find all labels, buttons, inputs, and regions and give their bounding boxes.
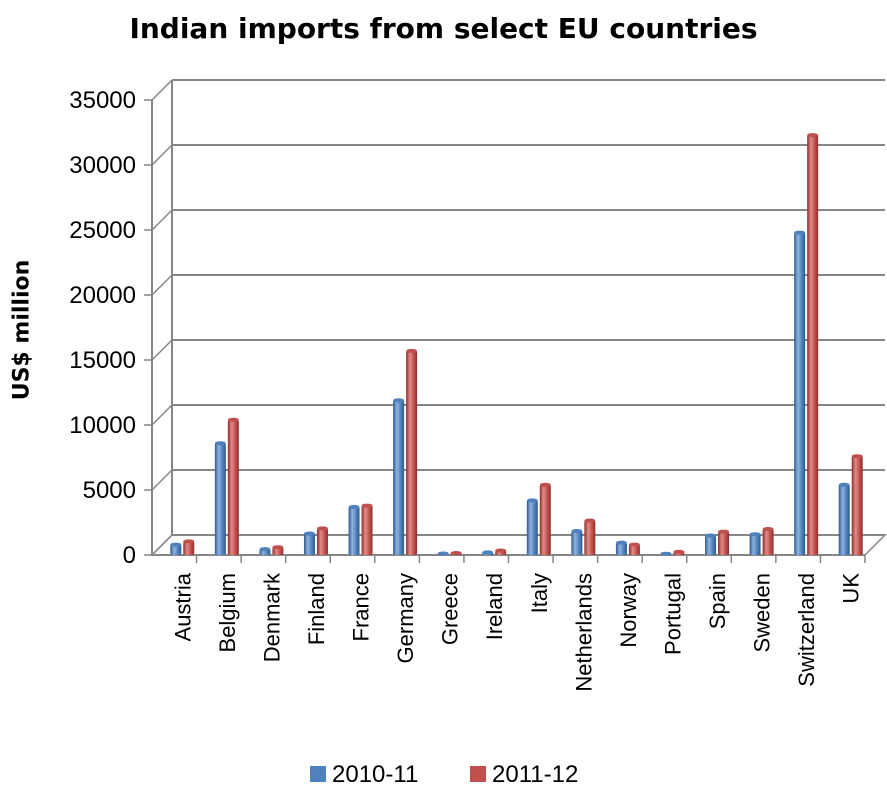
bar-2011-12-Spain — [718, 531, 730, 555]
y-tick-label: 10000 — [69, 412, 136, 439]
bar-2010-11-France — [348, 506, 360, 555]
bar-2011-12-Denmark — [272, 547, 284, 555]
bars — [170, 133, 863, 556]
bar-cap — [437, 551, 449, 556]
bar-cap — [495, 548, 507, 553]
y-tick-label: 35000 — [69, 87, 136, 114]
bar-2011-12-Austria — [183, 541, 195, 555]
y-tick-label: 15000 — [69, 347, 136, 374]
bar-cap — [183, 539, 195, 544]
bar-2010-11-Netherlands — [571, 530, 583, 555]
chart-title: Indian imports from select EU countries — [129, 12, 758, 45]
bar-cap — [227, 417, 239, 422]
legend: 2010-11 2011-12 — [310, 761, 578, 788]
category-label: UK — [839, 573, 864, 604]
bar-2011-12-Sweden — [762, 529, 774, 555]
bar-cap — [272, 545, 284, 550]
bar-cap — [615, 540, 627, 545]
bar-cap — [316, 526, 328, 531]
category-label: Switzerland — [794, 573, 819, 687]
bar-2010-11-Sweden — [749, 534, 761, 555]
bar-cap — [762, 527, 774, 531]
bar-cap — [571, 528, 583, 533]
bar-2011-12-Norway — [628, 544, 640, 555]
legend-swatch — [310, 766, 326, 782]
gridline-side — [151, 79, 173, 101]
bar-cap — [361, 503, 373, 508]
bar-cap — [838, 482, 850, 487]
bar-cap — [794, 230, 806, 235]
bar-2011-12-Germany — [406, 350, 418, 555]
bar-2011-12-UK — [851, 456, 863, 555]
y-tick-label: 25000 — [69, 217, 136, 244]
gridline-side — [151, 339, 173, 361]
bar-cap — [718, 529, 730, 534]
gridline-side — [151, 469, 173, 491]
bar-cap — [393, 398, 405, 403]
legend-label: 2010-11 — [332, 761, 418, 788]
bar-2010-11-Spain — [705, 535, 717, 555]
bar-cap — [170, 542, 182, 547]
bar-cap — [259, 547, 271, 552]
bar-cap — [450, 551, 462, 556]
bar-2010-11-Switzerland — [794, 232, 806, 555]
y-tick-label: 5000 — [83, 477, 136, 504]
y-tick-label: 0 — [123, 542, 136, 569]
bar-cap — [406, 348, 418, 353]
bar-cap — [660, 551, 672, 556]
category-label: Finland — [304, 573, 329, 645]
category-label: Netherlands — [571, 573, 596, 692]
category-label: Italy — [527, 573, 552, 613]
bar-2011-12-Finland — [316, 528, 328, 555]
gridline-side — [151, 404, 173, 426]
bar-2011-12-Switzerland — [807, 135, 819, 555]
category-label: Portugal — [660, 573, 685, 655]
bar-cap — [303, 531, 315, 536]
y-tick-label: 20000 — [69, 282, 136, 309]
bar-cap — [705, 533, 717, 538]
gridlines — [151, 79, 885, 556]
legend-label: 2011-12 — [492, 761, 578, 788]
category-label: Spain — [705, 573, 730, 629]
bar-2011-12-Netherlands — [584, 520, 596, 555]
bar-2010-11-Finland — [303, 533, 315, 555]
category-label: France — [349, 573, 374, 641]
category-label: Austria — [170, 572, 195, 641]
gridline-side — [151, 209, 173, 231]
bar-2011-12-Italy — [539, 484, 551, 555]
bar-cap — [749, 532, 761, 537]
gridline-side — [151, 274, 173, 296]
bar-2010-11-Italy — [526, 500, 538, 555]
y-tick-label: 30000 — [69, 152, 136, 179]
bar-cap — [214, 441, 226, 446]
category-label: Norway — [616, 573, 641, 648]
bar-cap — [807, 133, 819, 138]
bar-2010-11-Germany — [393, 400, 405, 555]
category-label: Denmark — [259, 572, 284, 662]
bar-2010-11-Austria — [170, 544, 182, 555]
bar-cap — [673, 549, 685, 554]
bar-2011-12-Belgium — [227, 419, 239, 555]
bar-2011-12-France — [361, 505, 373, 555]
legend-swatch — [470, 766, 486, 782]
category-label: Greece — [438, 573, 463, 645]
category-label: Ireland — [482, 573, 507, 640]
category-label: Sweden — [750, 573, 775, 653]
axes — [150, 80, 887, 556]
bar-cap — [482, 550, 494, 555]
gridline-side — [151, 144, 173, 166]
bar-2010-11-Belgium — [214, 443, 226, 555]
bar-cap — [851, 454, 863, 459]
bar-cap — [584, 518, 596, 523]
bar-cap — [348, 504, 360, 509]
bar-2010-11-UK — [838, 484, 850, 555]
category-label: Belgium — [215, 573, 240, 652]
bar-cap — [539, 482, 551, 487]
bar-cap — [628, 542, 640, 547]
category-label: Germany — [393, 573, 418, 663]
bar-cap — [526, 498, 538, 503]
bar-2010-11-Norway — [615, 542, 627, 555]
